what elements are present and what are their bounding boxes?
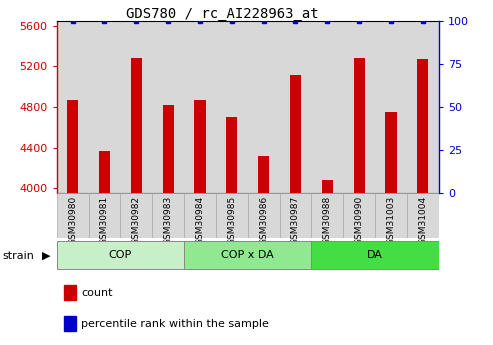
FancyBboxPatch shape [57,241,184,269]
Bar [57,21,89,193]
Text: GSM31004: GSM31004 [419,195,427,245]
Bar [280,21,312,193]
Text: GSM30982: GSM30982 [132,195,141,245]
FancyBboxPatch shape [312,241,439,269]
Bar [290,76,301,193]
Text: COP: COP [109,250,132,260]
Bar [152,21,184,193]
Text: DA: DA [367,250,383,260]
Text: GSM30985: GSM30985 [227,195,236,245]
Bar [67,100,78,193]
Bar [216,21,247,193]
Text: percentile rank within the sample: percentile rank within the sample [81,319,269,328]
FancyBboxPatch shape [343,193,375,238]
Text: strain: strain [2,251,35,261]
Bar [120,21,152,193]
Bar [343,21,375,193]
FancyBboxPatch shape [184,193,216,238]
Text: GSM30980: GSM30980 [68,195,77,245]
Text: GSM30981: GSM30981 [100,195,109,245]
Bar [194,100,206,193]
Text: GSM30990: GSM30990 [354,195,364,245]
Bar [407,21,439,193]
Bar [417,59,428,193]
Bar [312,21,343,193]
Bar [163,105,174,193]
FancyBboxPatch shape [407,193,439,238]
Bar [247,21,280,193]
FancyBboxPatch shape [247,193,280,238]
Text: GSM30986: GSM30986 [259,195,268,245]
Bar [184,21,216,193]
Text: GSM31003: GSM31003 [387,195,395,245]
Bar [386,112,396,193]
Text: count: count [81,288,113,297]
Bar [131,58,142,193]
Bar [258,156,269,193]
Bar [89,21,120,193]
Text: GSM30983: GSM30983 [164,195,173,245]
FancyBboxPatch shape [312,193,343,238]
Text: COP x DA: COP x DA [221,250,274,260]
FancyBboxPatch shape [89,193,120,238]
Text: GSM30984: GSM30984 [195,195,205,245]
Bar [99,150,110,193]
Text: ▶: ▶ [42,251,50,261]
FancyBboxPatch shape [375,193,407,238]
Bar [375,21,407,193]
Text: GSM30987: GSM30987 [291,195,300,245]
Text: GDS780 / rc_AI228963_at: GDS780 / rc_AI228963_at [126,7,318,21]
FancyBboxPatch shape [152,193,184,238]
FancyBboxPatch shape [184,241,312,269]
Text: GSM30988: GSM30988 [323,195,332,245]
FancyBboxPatch shape [57,193,89,238]
FancyBboxPatch shape [216,193,247,238]
Bar [322,180,333,193]
Bar [226,117,238,193]
FancyBboxPatch shape [120,193,152,238]
FancyBboxPatch shape [280,193,312,238]
Bar [353,58,365,193]
